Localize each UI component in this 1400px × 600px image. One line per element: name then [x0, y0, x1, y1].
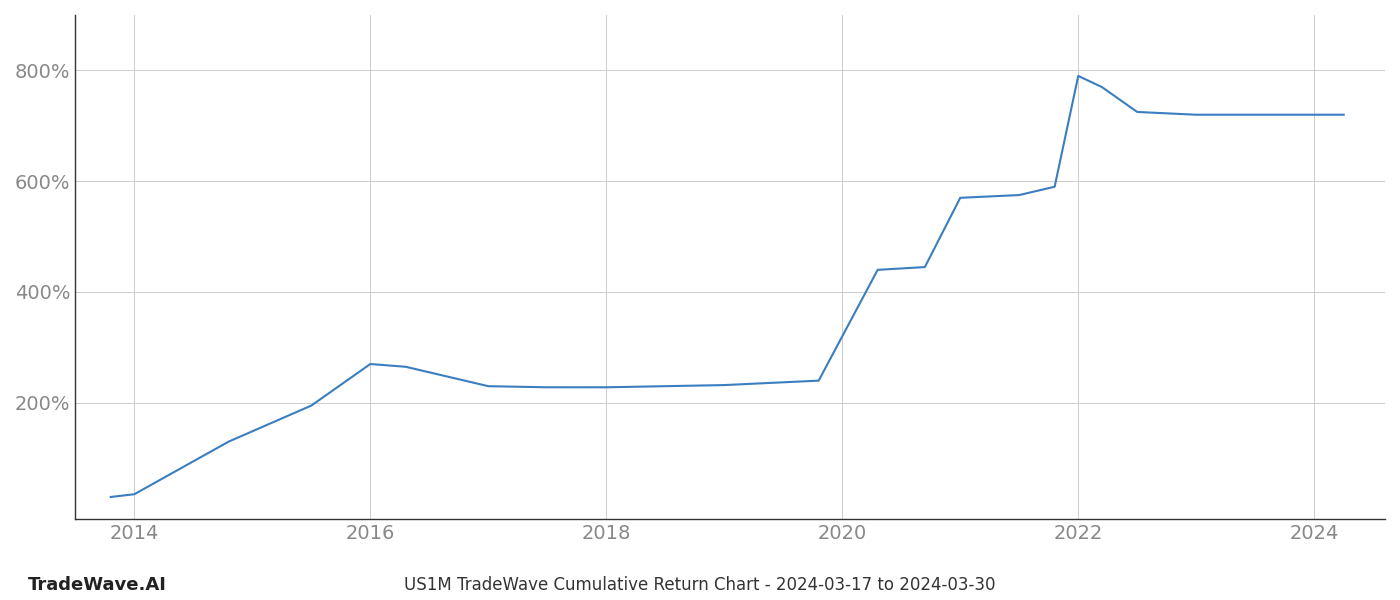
Text: US1M TradeWave Cumulative Return Chart - 2024-03-17 to 2024-03-30: US1M TradeWave Cumulative Return Chart -… [405, 576, 995, 594]
Text: TradeWave.AI: TradeWave.AI [28, 576, 167, 594]
